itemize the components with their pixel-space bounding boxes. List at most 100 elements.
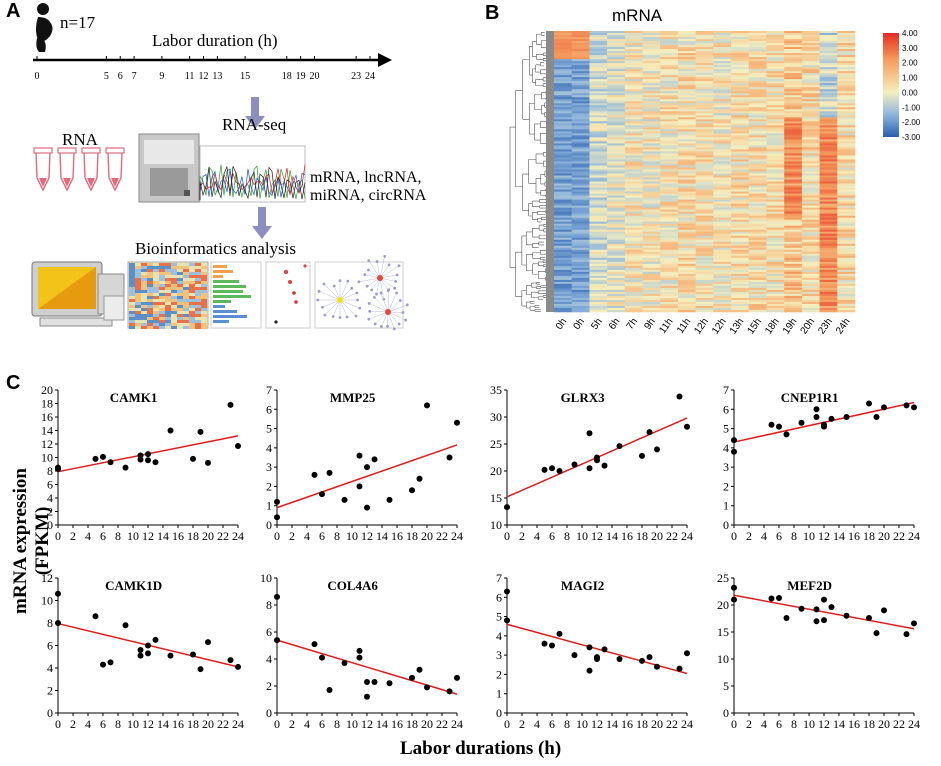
data-point [100,661,106,668]
y-tick-label: 2 [496,667,502,681]
data-point [356,452,363,459]
x-tick-label: 2 [70,529,76,543]
x-tick-label: 0 [274,717,280,730]
legend-tick-label: -3.00 [902,133,921,142]
network-thumbnail [314,255,409,331]
x-tick-label: 24 [232,529,244,543]
y-tick-label: 3 [266,460,272,474]
data-point [274,637,280,644]
x-tick-label: 6 [100,717,106,730]
down-arrow-icon [252,207,272,239]
data-point [167,427,174,434]
x-tick-label: 24 [681,529,693,543]
chart-title: CAMK1 [110,390,158,405]
x-tick-label: 22 [436,529,448,543]
x-tick-label: 20 [421,717,433,730]
data-point [55,464,61,471]
y-tick-label: 6 [266,402,272,416]
x-tick-label: 12 [591,717,603,730]
chart-title: MMP25 [330,390,376,405]
y-tick-label: 3 [496,648,502,662]
data-point [409,487,415,494]
data-point [731,596,737,603]
heatmap-column-label: 18h [763,316,782,336]
timeline-tick-label: 24 [365,71,375,82]
data-point [107,659,114,666]
color-legend-bar [883,33,899,137]
chart-title: COL4A6 [327,578,378,593]
data-point [197,666,204,673]
y-tick-label: 3 [723,460,729,474]
data-point [601,646,608,653]
data-point [364,464,370,471]
y-tick-label: 0 [723,706,729,720]
data-point [541,640,548,647]
data-point [356,647,363,654]
y-tick-label: 5 [723,422,729,436]
x-tick-label: 0 [55,717,61,730]
panel-label-a: A [6,0,21,22]
x-tick-label: 2 [519,529,525,543]
y-tick-label: 0 [266,706,272,720]
y-tick-label: 18 [41,397,53,411]
data-point [541,466,548,473]
legend-tick-label: -1.00 [902,103,921,112]
y-tick-label: 0 [47,706,53,720]
data-point [881,607,887,614]
x-tick-label: 18 [636,717,648,730]
x-tick-label: 18 [187,529,199,543]
y-tick-label: 7 [266,383,272,397]
data-point [646,429,653,436]
data-point [167,652,174,659]
data-point [684,423,690,430]
data-point [227,401,234,408]
x-tick-label: 24 [451,717,463,730]
x-tick-label: 10 [803,717,815,730]
x-tick-label: 4 [304,529,310,543]
data-point [731,584,737,591]
data-point [137,647,144,653]
x-tick-label: 14 [376,529,388,543]
data-point [205,459,211,466]
data-point [364,693,370,700]
x-tick-label: 24 [908,717,920,730]
timeline-tick-label: 15 [240,71,250,82]
x-tick-label: 16 [172,529,184,543]
y-tick-label: 1 [496,687,502,701]
data-point [813,414,820,420]
data-point [911,404,917,411]
data-point [776,423,782,430]
chart-title: CAMK1D [105,578,162,593]
fit-line [733,594,915,630]
heatmap-cells [554,31,856,313]
x-tick-label: 16 [621,717,633,730]
x-tick-label: 20 [202,529,214,543]
y-tick-label: 0 [496,706,502,720]
y-tick-label: 5 [266,422,272,436]
row-cluster-bar [546,31,554,312]
y-tick-label: 6 [723,402,729,416]
heatmap-column-label: 20h [799,316,818,336]
x-tick-label: 12 [361,717,373,730]
down-arrow-icon [245,97,265,129]
x-tick-label: 6 [549,717,555,730]
rna-label: RNA [62,130,99,149]
x-tick-label: 18 [406,717,418,730]
y-tick-label: 8 [47,616,53,630]
data-point [813,606,820,613]
y-tick-label: 8 [266,598,272,612]
data-point [371,678,378,685]
x-tick-label: 16 [848,529,860,543]
y-tick-label: 16 [41,410,53,424]
x-tick-label: 14 [606,717,618,730]
y-tick-label: 4 [47,491,53,505]
mini-heatmap-thumbnail [127,261,209,329]
timeline-tick-label: 18 [282,71,292,82]
x-tick-label: 6 [776,717,782,730]
x-tick-label: 16 [621,529,633,543]
x-tick-label: 18 [863,529,875,543]
x-tick-label: 14 [833,717,845,730]
